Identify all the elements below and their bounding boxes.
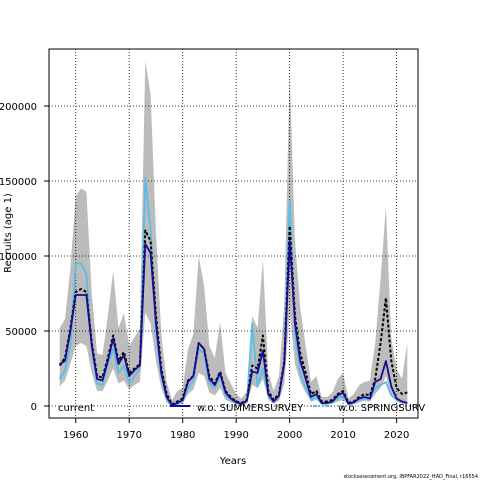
x-tick-label: 1970	[116, 430, 141, 441]
legend-label-current: current	[58, 403, 94, 414]
y-tick-label: 100000	[0, 252, 37, 263]
legend-label-spring: w.o. SPRINGSURV	[338, 403, 425, 414]
footer-credit: stockassessment.org, IBPFAR2022_HAD_Fina…	[344, 474, 478, 480]
x-tick-label: 1960	[63, 430, 88, 441]
y-tick-label: 50000	[5, 327, 37, 338]
y-axis-title: Recruits (age 1)	[3, 193, 14, 273]
series-layer	[58, 177, 408, 407]
x-tick-label: 2000	[277, 430, 302, 441]
plot-frame	[48, 48, 419, 419]
confidence-band-layer	[59, 61, 408, 408]
legend: current w.o. SUMMERSURVEY w.o. SPRINGSUR…	[58, 403, 425, 414]
legend-label-summer: w.o. SUMMERSURVEY	[197, 403, 304, 414]
confidence-band	[59, 61, 408, 408]
y-tick-label: 200000	[0, 102, 37, 113]
x-tick-label: 1980	[170, 430, 195, 441]
x-tick-label: 2010	[330, 430, 355, 441]
axis-layer: 1960 1970 1980 1990 2000 2010 2020 0 50000 100000…	[0, 102, 409, 441]
y-tick-label: 150000	[0, 177, 37, 188]
x-tick-label: 1990	[223, 430, 248, 441]
x-tick-label: 2020	[384, 430, 409, 441]
x-axis-title: Years	[219, 456, 246, 467]
series-line-w-o-summersurvey	[59, 240, 408, 407]
y-tick-label: 0	[31, 402, 37, 413]
